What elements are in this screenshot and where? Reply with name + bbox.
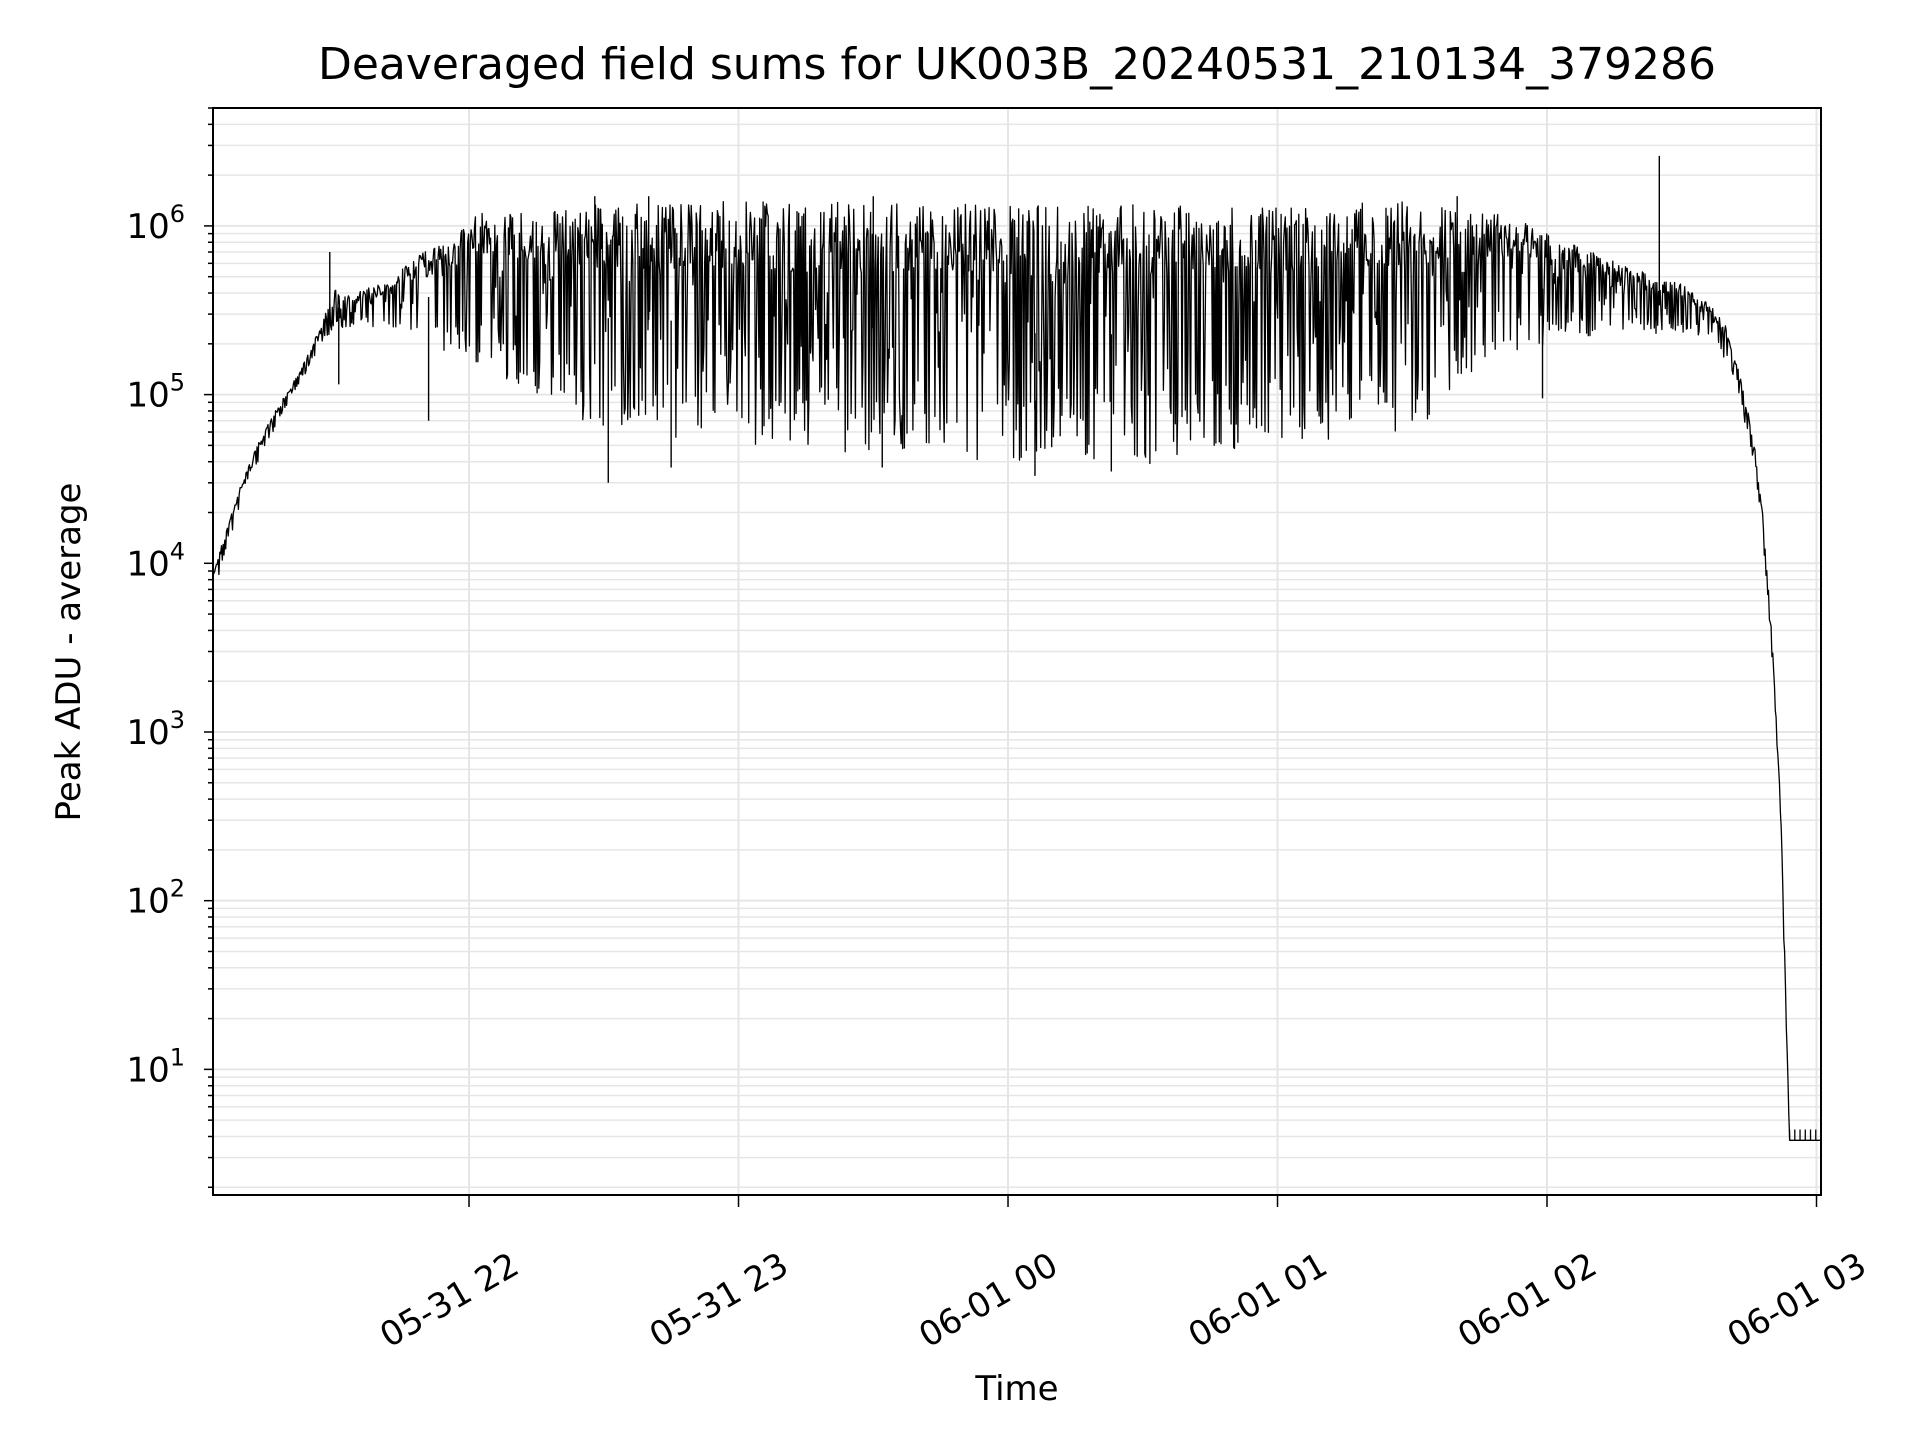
y-tick-label: 102	[126, 875, 185, 922]
y-tick-label: 101	[126, 1043, 185, 1090]
series-line	[213, 201, 1821, 1141]
y-tick-label: 105	[126, 369, 185, 416]
chart-title: Deaveraged field sums for UK003B_2024053…	[318, 39, 1716, 90]
x-axis-label: Time	[974, 1369, 1058, 1409]
y-tick-label: 103	[126, 706, 185, 753]
y-tick-label: 106	[126, 200, 185, 247]
y-tick-label: 104	[126, 537, 185, 584]
y-axis-label: Peak ADU - average	[49, 483, 89, 822]
plot-area	[213, 155, 1821, 1141]
